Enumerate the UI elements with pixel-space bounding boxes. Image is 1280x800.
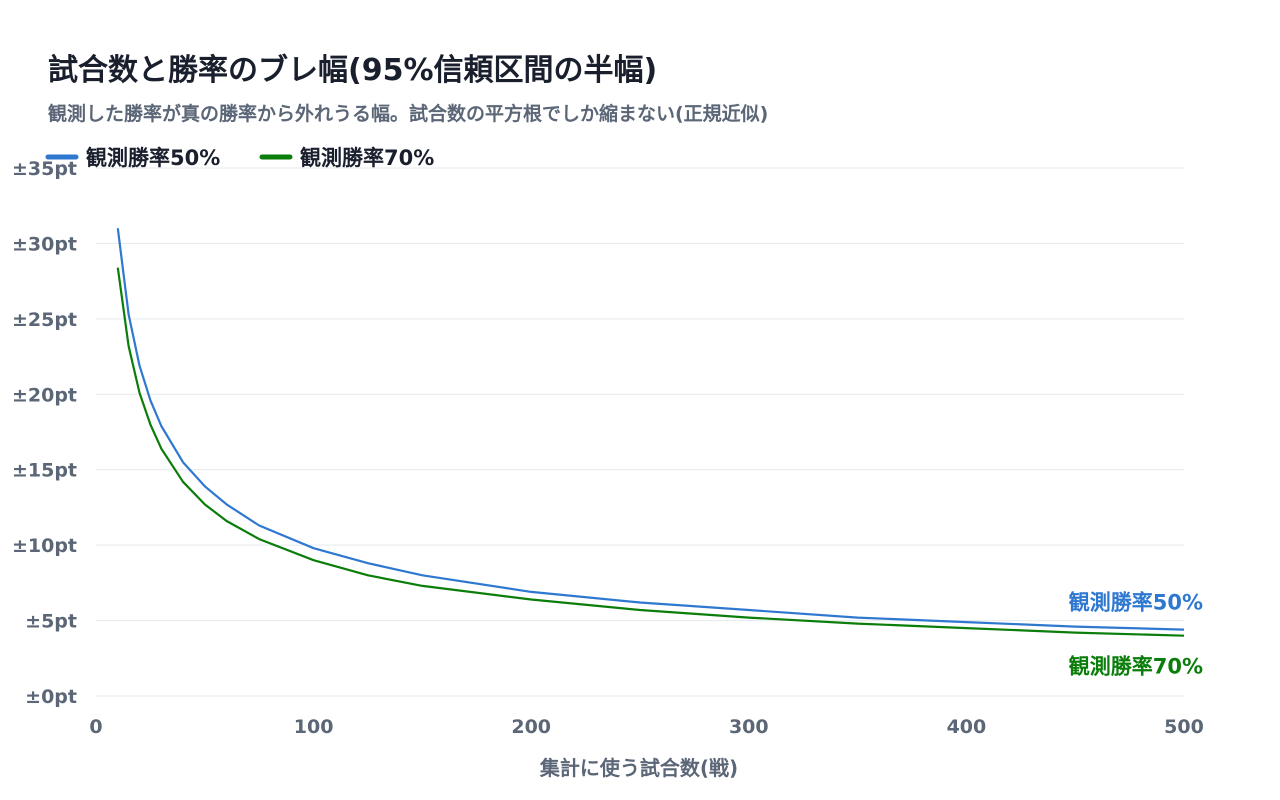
y-tick-label: ±30pt	[12, 233, 77, 255]
x-tick-label: 100	[294, 716, 334, 738]
y-tick-label: ±25pt	[12, 309, 77, 331]
chart-subtitle: 観測した勝率が真の勝率から外れうる幅。試合数の平方根でしか縮まない(正規近似)	[48, 102, 768, 125]
y-tick-label: ±20pt	[12, 384, 77, 406]
y-tick-label: ±0pt	[25, 686, 77, 708]
series-line-0	[116, 228, 1185, 631]
legend-label-0: 観測勝率50%	[86, 146, 220, 170]
legend-label-1: 観測勝率70%	[300, 146, 434, 170]
x-tick-label: 0	[89, 716, 102, 738]
y-tick-label: ±10pt	[12, 535, 77, 557]
chart-title: 試合数と勝率のブレ幅(95%信頼区間の半幅)	[48, 53, 657, 88]
y-tick-label: ±15pt	[12, 460, 77, 482]
series-end-label-0: 観測勝率50%	[1069, 591, 1203, 615]
end-labels: 観測勝率50% 観測勝率70%	[1069, 591, 1203, 679]
x-tick-label: 500	[1164, 716, 1204, 738]
gridlines	[96, 167, 1184, 697]
series-end-label-1: 観測勝率70%	[1069, 655, 1203, 679]
x-axis: 0 100 200 300 400 500	[89, 716, 1203, 738]
y-tick-label: ±5pt	[25, 611, 77, 633]
series-line-1	[116, 267, 1185, 637]
y-tick-label: ±35pt	[12, 158, 77, 180]
x-tick-label: 300	[729, 716, 769, 738]
y-axis: ±0pt ±5pt ±10pt ±15pt ±20pt ±25pt ±30pt ±35pt	[12, 158, 77, 708]
series	[116, 228, 1185, 637]
x-tick-label: 400	[947, 716, 987, 738]
legend: 観測勝率50% 観測勝率70%	[45, 146, 434, 170]
x-axis-label: 集計に使う試合数(戦)	[539, 756, 738, 780]
x-tick-label: 200	[511, 716, 551, 738]
